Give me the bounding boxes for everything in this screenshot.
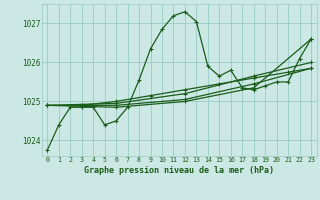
X-axis label: Graphe pression niveau de la mer (hPa): Graphe pression niveau de la mer (hPa) bbox=[84, 166, 274, 175]
